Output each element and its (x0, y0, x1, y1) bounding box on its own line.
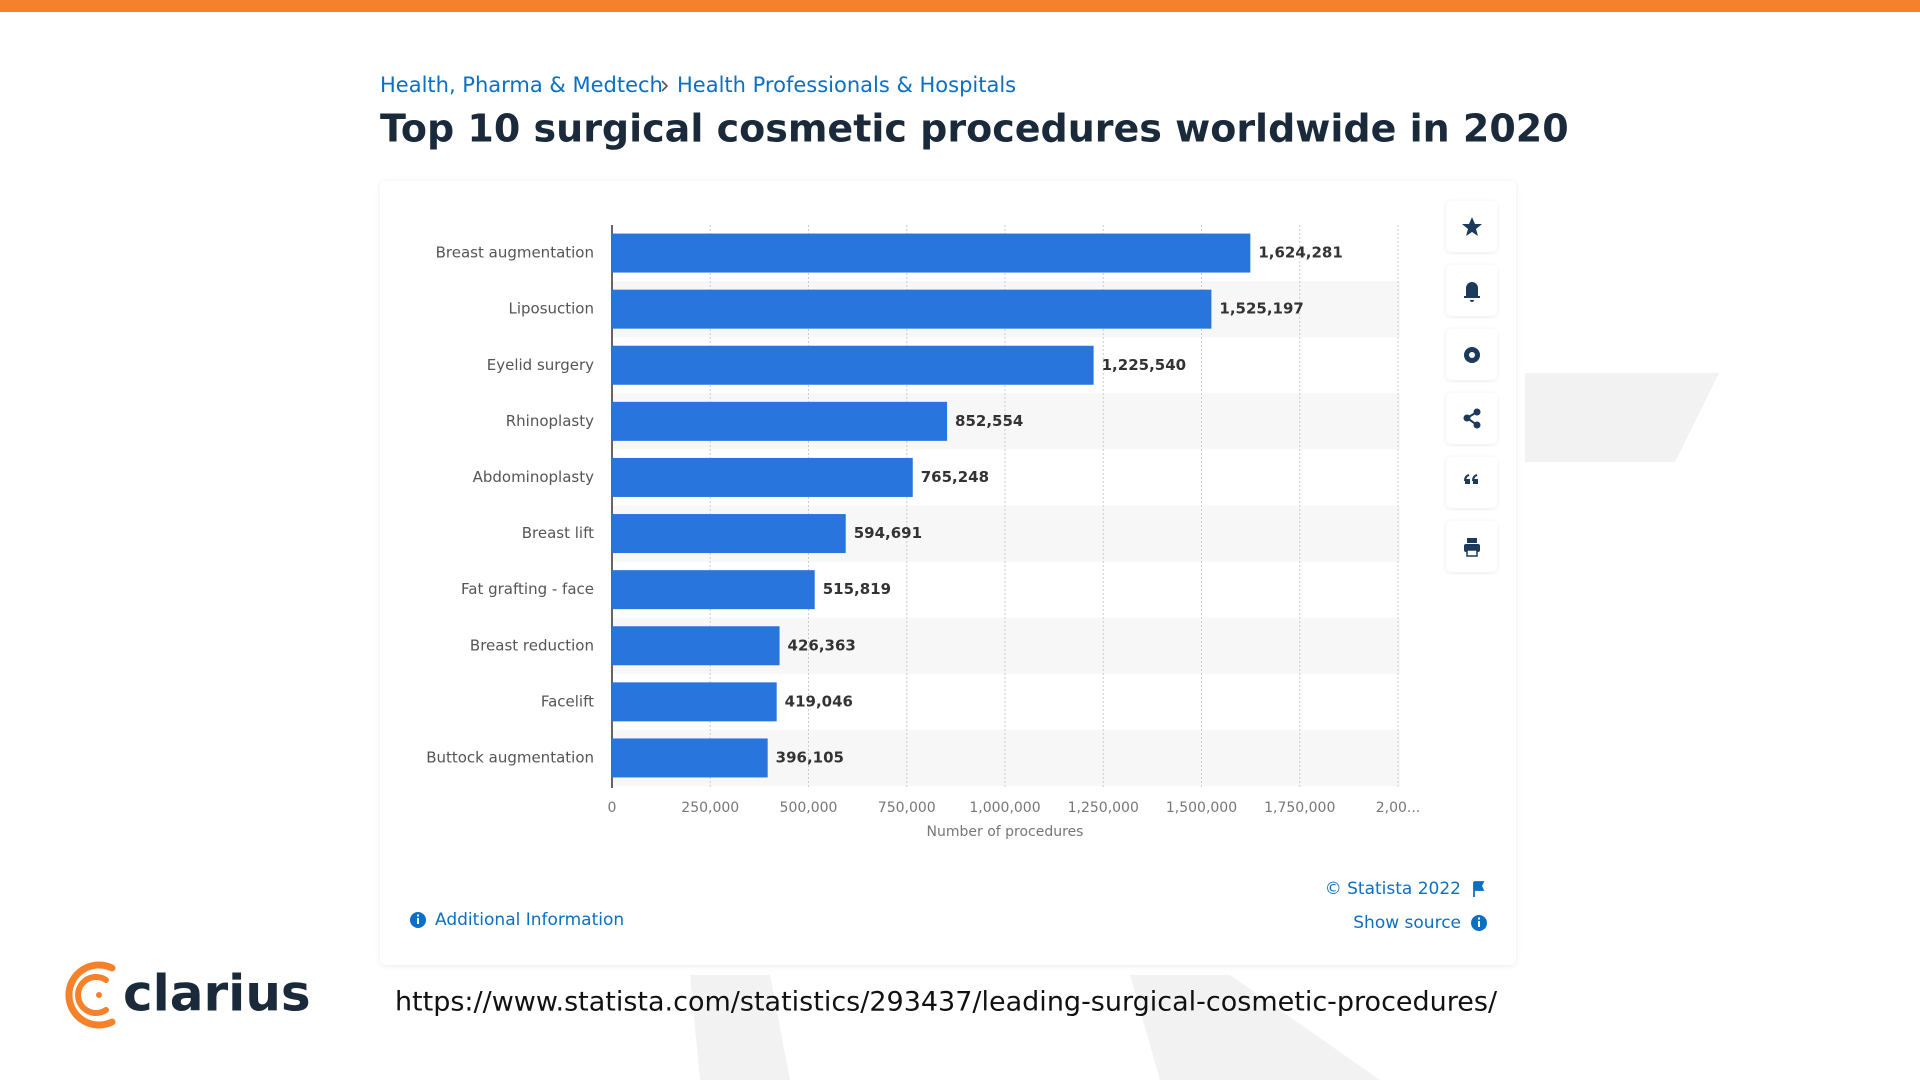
bar (612, 738, 768, 778)
value-label: 1,525,197 (1219, 300, 1303, 318)
x-axis-title: Number of procedures (927, 824, 1084, 840)
category-label: Buttock augmentation (426, 748, 594, 766)
chart-title: Top 10 surgical cosmetic procedures worl… (380, 107, 1569, 151)
value-label: 396,105 (776, 748, 844, 766)
x-tick-label: 750,000 (878, 800, 936, 816)
value-label: 852,554 (955, 412, 1023, 430)
x-tick-label: 1,500,000 (1166, 800, 1237, 816)
value-label: 426,363 (788, 636, 856, 654)
additional-information[interactable]: Additional Information (435, 910, 624, 930)
plot: 0 250,000 500,000 750,000 1,000,000 1,250,000… (426, 225, 1420, 840)
category-label: Fat grafting - face (461, 580, 594, 598)
category-label: Liposuction (508, 300, 594, 318)
logo-mark (65, 961, 116, 1029)
category-label: Breast augmentation (436, 244, 594, 262)
logo-text: clarius (123, 965, 311, 1023)
value-label: 765,248 (921, 468, 989, 486)
cite-button[interactable] (1446, 457, 1497, 508)
x-tick-label: 0 (608, 800, 617, 816)
credit[interactable]: © Statista 2022 (1325, 879, 1461, 899)
settings-button[interactable] (1446, 329, 1497, 380)
bell-button[interactable] (1446, 265, 1497, 316)
value-label: 1,624,281 (1258, 244, 1342, 262)
bar (612, 345, 1094, 385)
category-label: Breast lift (522, 524, 594, 542)
share-button[interactable] (1446, 393, 1497, 444)
value-label: 515,819 (823, 580, 891, 598)
value-label: 1,225,540 (1102, 356, 1186, 374)
x-tick-label: 1,000,000 (969, 800, 1040, 816)
value-label: 594,691 (854, 524, 922, 542)
bar (612, 570, 815, 610)
category-label: Rhinoplasty (506, 412, 594, 430)
toolbar (1446, 201, 1497, 572)
star-button[interactable] (1446, 201, 1497, 252)
bar (612, 289, 1212, 329)
category-label: Breast reduction (470, 636, 594, 654)
value-label: 419,046 (785, 692, 853, 710)
print-button[interactable] (1446, 521, 1497, 572)
watermark (690, 373, 1719, 1080)
x-tick-label: 500,000 (780, 800, 838, 816)
breadcrumb-separator (661, 80, 669, 92)
bar (612, 514, 846, 554)
bar (612, 682, 777, 722)
bar (612, 233, 1251, 273)
x-tick-label: 2,00... (1376, 800, 1421, 816)
category-label: Facelift (541, 692, 594, 710)
info-icon (410, 912, 426, 928)
info-icon (1471, 915, 1487, 931)
x-tick-label: 1,250,000 (1068, 800, 1139, 816)
breadcrumb[interactable]: Health Professionals & Hospitals (677, 73, 1016, 97)
show-source[interactable]: Show source (1353, 913, 1461, 933)
x-tick-label: 250,000 (681, 800, 739, 816)
bar (612, 401, 948, 441)
category-label: Abdominoplasty (473, 468, 595, 486)
flag-icon (1473, 881, 1485, 897)
category-label: Eyelid surgery (487, 356, 594, 374)
bar (612, 457, 913, 497)
top-bar (0, 0, 1920, 12)
x-tick-label: 1,750,000 (1264, 800, 1335, 816)
breadcrumb[interactable]: Health, Pharma & Medtech (380, 73, 663, 97)
source-url[interactable]: https://www.statista.com/statistics/2934… (395, 987, 1498, 1018)
bar (612, 626, 780, 666)
